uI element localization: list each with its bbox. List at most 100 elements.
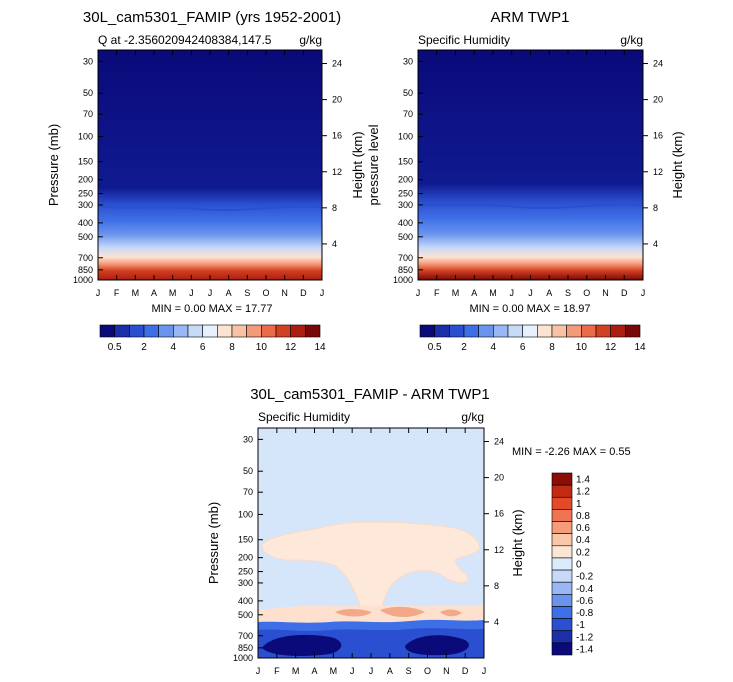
panel-obs-ylabel-right: Height (km) bbox=[670, 131, 685, 198]
colorbar-label: 6 bbox=[520, 342, 526, 353]
panel-model-field bbox=[98, 50, 322, 280]
y-right-tick-label: 24 bbox=[653, 59, 663, 69]
y-tick-label: 100 bbox=[238, 509, 253, 519]
y-tick-label: 850 bbox=[238, 643, 253, 653]
y-tick-label: 150 bbox=[238, 535, 253, 545]
colorbar-swatch bbox=[551, 324, 567, 338]
x-tick-label: D bbox=[300, 288, 307, 298]
panel-diff: 30L_cam5301_FAMIP - ARM TWP1 Specific Hu… bbox=[206, 386, 631, 676]
panel-model-y-ticks-right: 24 20 16 12 8 4 bbox=[322, 59, 342, 249]
colorbar-swatch bbox=[478, 324, 494, 338]
colorbar-swatch bbox=[173, 324, 189, 338]
colorbar-label: 0.4 bbox=[576, 535, 590, 546]
colorbar-label: 12 bbox=[285, 342, 297, 353]
panel-obs: ARM TWP1 Specific Humidity g/kg 30 50 70 10… bbox=[366, 9, 685, 353]
y-tick-label: 200 bbox=[78, 175, 93, 185]
x-tick-label: A bbox=[387, 666, 393, 676]
y-right-tick-label: 4 bbox=[494, 617, 499, 627]
y-tick-label: 300 bbox=[398, 200, 413, 210]
y-tick-label: 50 bbox=[403, 88, 413, 98]
x-tick-label: M bbox=[292, 666, 300, 676]
x-tick-label: F bbox=[114, 288, 120, 298]
x-tick-label: D bbox=[621, 288, 628, 298]
colorbar-swatch bbox=[419, 324, 435, 338]
colorbar-swatch bbox=[99, 324, 115, 338]
x-tick-label: O bbox=[262, 288, 269, 298]
y-tick-label: 400 bbox=[398, 218, 413, 228]
y-right-tick-label: 24 bbox=[332, 59, 342, 69]
x-tick-label: A bbox=[311, 666, 317, 676]
y-tick-label: 400 bbox=[78, 218, 93, 228]
x-tick-label: O bbox=[583, 288, 590, 298]
y-right-tick-label: 16 bbox=[332, 131, 342, 141]
x-tick-label: S bbox=[406, 666, 412, 676]
y-right-tick-label: 20 bbox=[653, 95, 663, 105]
colorbar-swatch bbox=[551, 618, 573, 632]
x-tick-label: A bbox=[546, 288, 552, 298]
panel-obs-colorbar-labels: 0.5 2 4 6 8 10 12 14 bbox=[428, 342, 646, 353]
panel-model: 30L_cam5301_FAMIP (yrs 1952-2001) Q at -… bbox=[46, 9, 365, 353]
colorbar-label: 2 bbox=[461, 342, 467, 353]
panel-obs-field bbox=[418, 50, 643, 280]
colorbar-swatch bbox=[114, 324, 130, 338]
y-right-tick-label: 20 bbox=[332, 95, 342, 105]
colorbar-label: -0.2 bbox=[576, 572, 594, 583]
colorbar-swatch bbox=[610, 324, 626, 338]
x-tick-label: M bbox=[452, 288, 460, 298]
colorbar-label: 1.2 bbox=[576, 487, 590, 498]
y-tick-label: 50 bbox=[83, 88, 93, 98]
colorbar-label: 0.5 bbox=[108, 342, 122, 353]
y-tick-label: 700 bbox=[398, 253, 413, 263]
panel-diff-y-ticks-right: 24 20 16 12 8 4 bbox=[484, 437, 504, 627]
colorbar-label: 0.5 bbox=[428, 342, 442, 353]
x-tick-label: N bbox=[281, 288, 288, 298]
colorbar-label: 8 bbox=[229, 342, 235, 353]
panel-diff-units: g/kg bbox=[461, 410, 484, 424]
x-tick-label: J bbox=[208, 288, 213, 298]
x-tick-label: J bbox=[369, 666, 374, 676]
x-tick-label: A bbox=[151, 288, 157, 298]
x-tick-label: J bbox=[320, 288, 325, 298]
panel-diff-ylabel-right: Height (km) bbox=[510, 509, 525, 576]
y-tick-label: 250 bbox=[398, 189, 413, 199]
panel-model-contour bbox=[97, 205, 323, 212]
x-tick-label: J bbox=[641, 288, 646, 298]
y-tick-label: 70 bbox=[403, 109, 413, 119]
y-tick-label: 850 bbox=[398, 265, 413, 275]
panel-obs-colorbar bbox=[419, 324, 641, 338]
y-tick-label: 70 bbox=[83, 109, 93, 119]
y-tick-label: 500 bbox=[78, 232, 93, 242]
y-tick-label: 50 bbox=[243, 466, 253, 476]
y-tick-label: 200 bbox=[238, 553, 253, 563]
colorbar-swatch bbox=[158, 324, 174, 338]
colorbar-swatch bbox=[275, 324, 291, 338]
y-tick-label: 100 bbox=[398, 131, 413, 141]
colorbar-swatch bbox=[217, 324, 233, 338]
colorbar-swatch bbox=[551, 630, 573, 644]
colorbar-label: 1 bbox=[576, 499, 582, 510]
y-tick-label: 700 bbox=[78, 253, 93, 263]
diff-positive-region-upper bbox=[261, 521, 481, 619]
panel-model-title: 30L_cam5301_FAMIP (yrs 1952-2001) bbox=[83, 9, 341, 26]
colorbar-label: 0.2 bbox=[576, 547, 590, 558]
colorbar-label: 4 bbox=[491, 342, 497, 353]
colorbar-swatch bbox=[551, 509, 573, 522]
x-tick-label: J bbox=[528, 288, 533, 298]
colorbar-swatch bbox=[551, 472, 573, 486]
y-right-tick-label: 4 bbox=[332, 239, 337, 249]
colorbar-label: 4 bbox=[171, 342, 177, 353]
x-tick-label: J bbox=[256, 666, 261, 676]
x-tick-label: D bbox=[462, 666, 469, 676]
colorbar-swatch bbox=[507, 324, 523, 338]
colorbar-swatch bbox=[551, 521, 573, 534]
x-tick-label: A bbox=[471, 288, 477, 298]
colorbar-label: 0.8 bbox=[576, 511, 590, 522]
colorbar-label: 0.6 bbox=[576, 523, 590, 534]
y-right-tick-label: 24 bbox=[494, 437, 504, 447]
colorbar-swatch bbox=[187, 324, 203, 338]
y-tick-label: 500 bbox=[238, 610, 253, 620]
panel-obs-y-ticks-right: 24 20 16 12 8 4 bbox=[643, 59, 663, 249]
